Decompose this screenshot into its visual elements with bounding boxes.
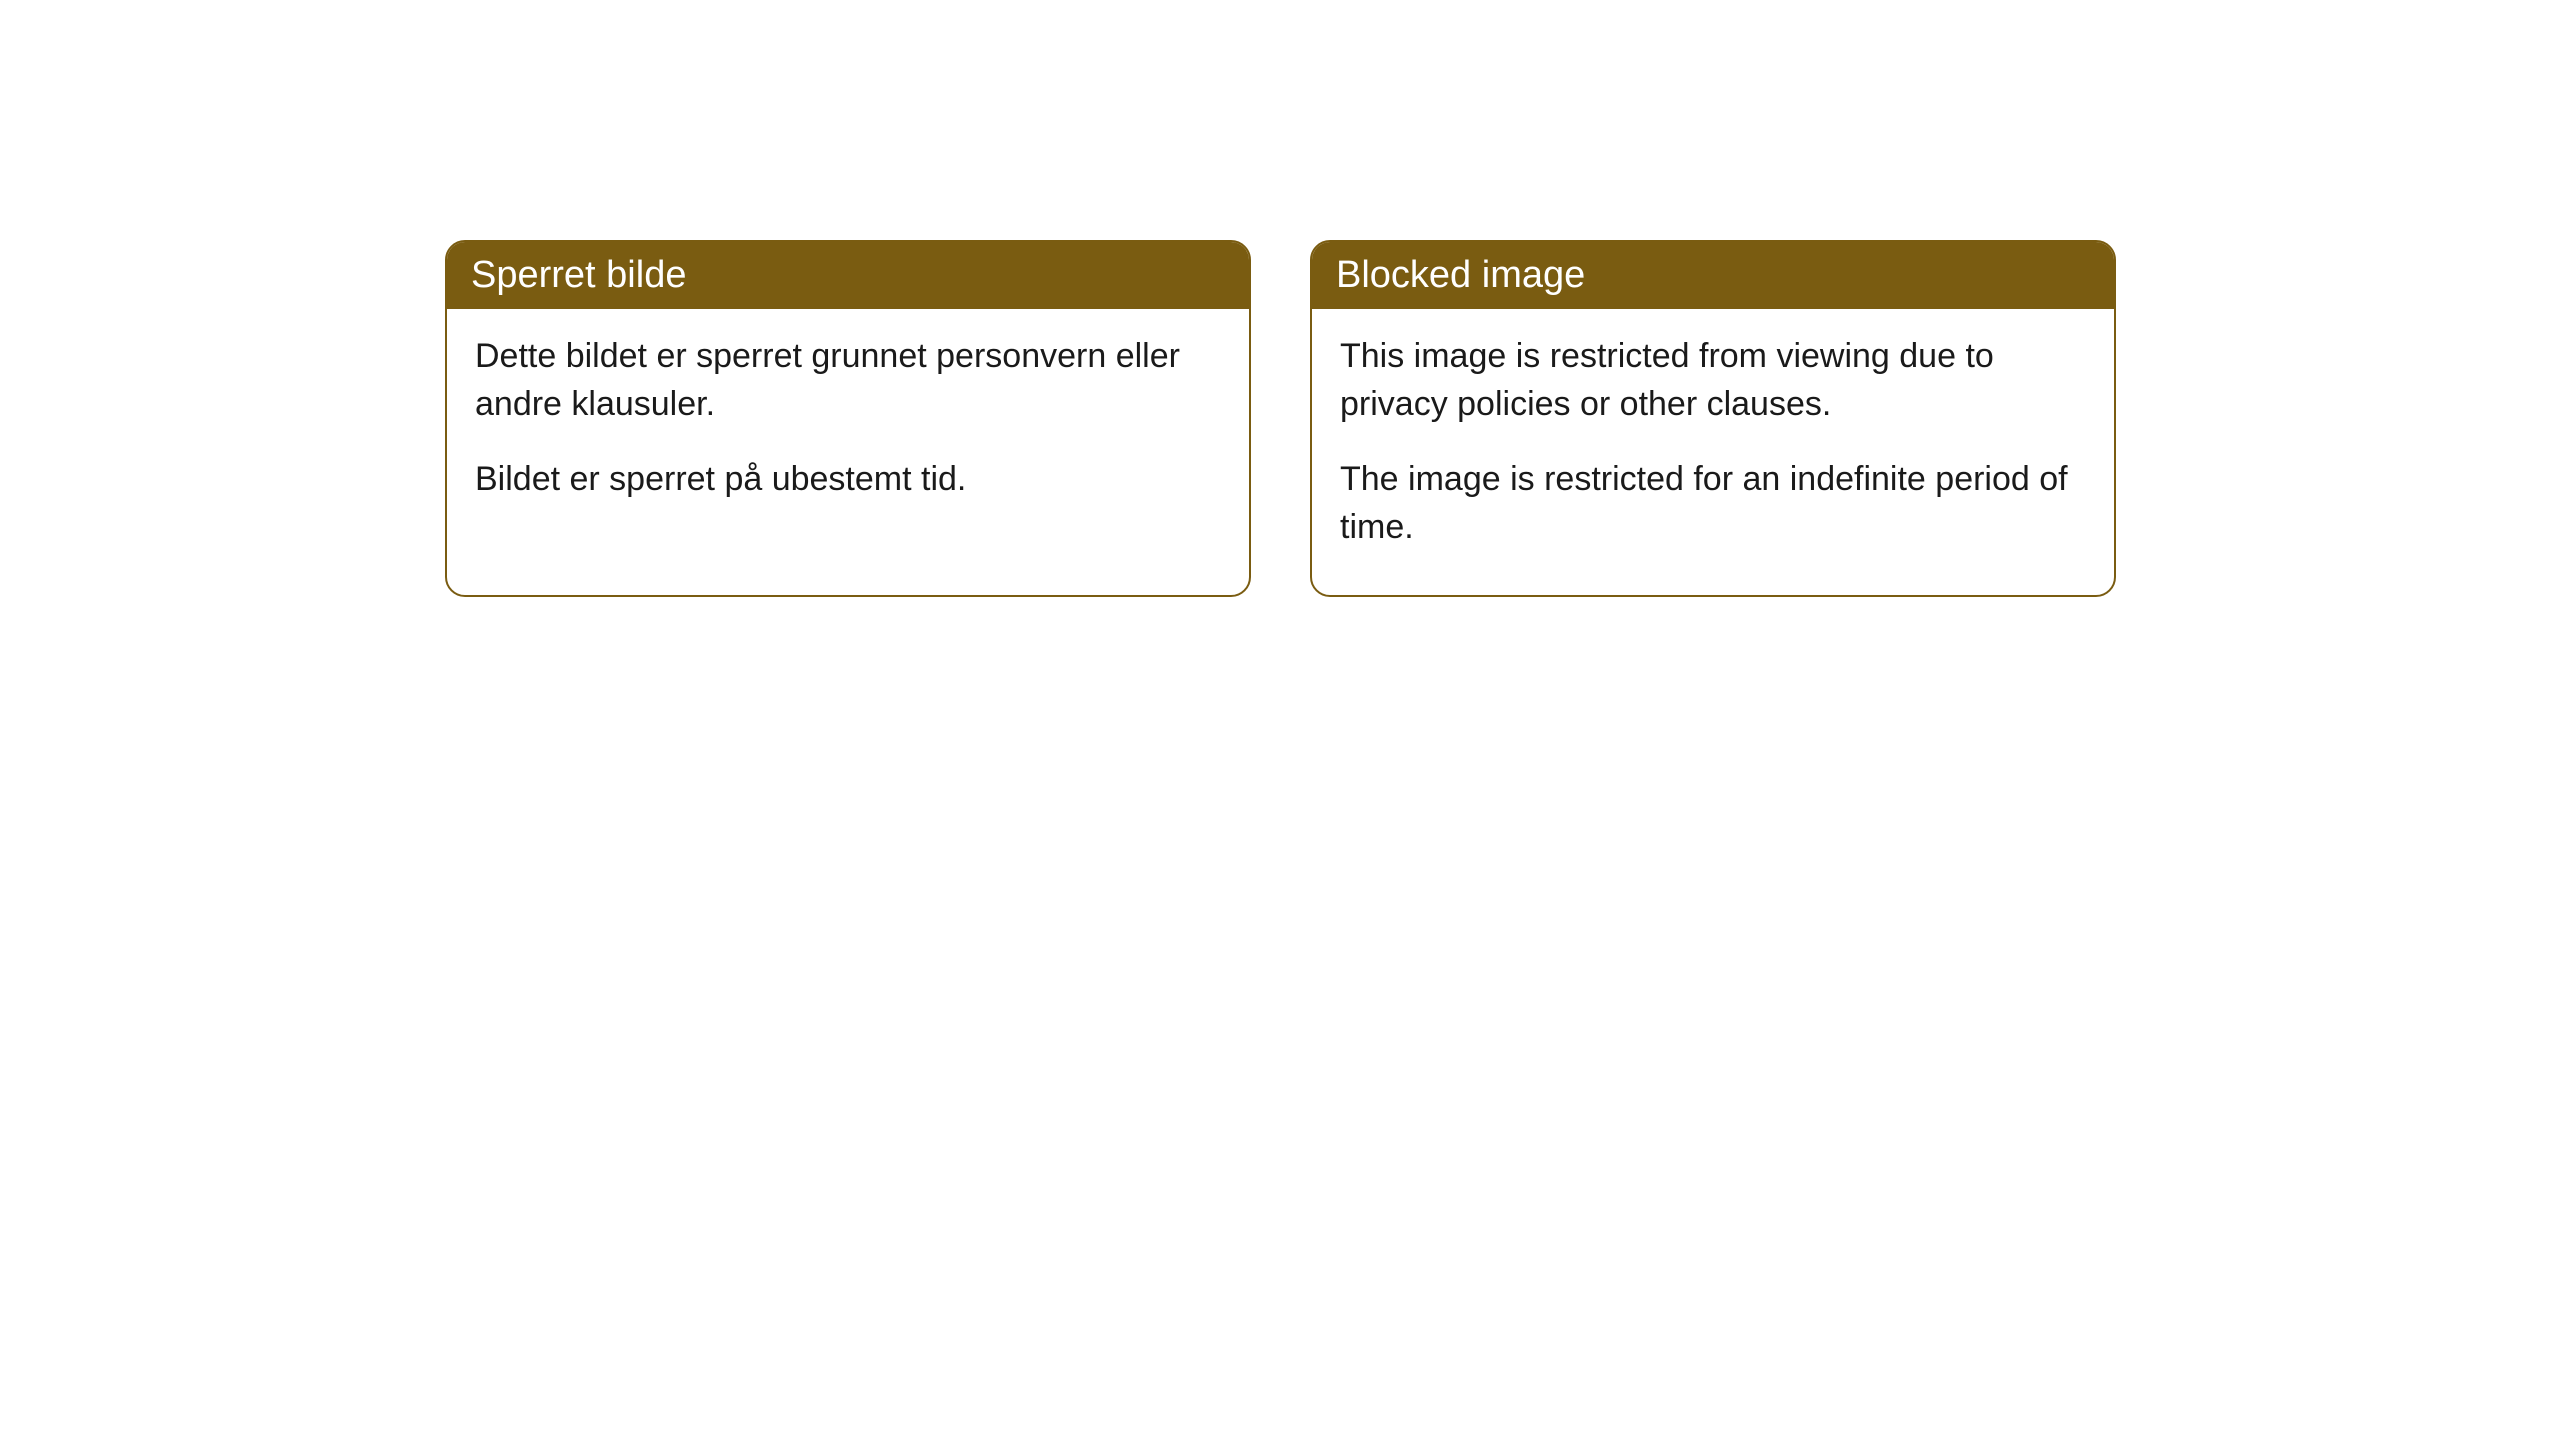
panel-title: Sperret bilde <box>471 254 686 296</box>
panel-paragraph: Dette bildet er sperret grunnet personve… <box>475 333 1221 428</box>
panel-title: Blocked image <box>1336 254 1585 296</box>
panel-header-norwegian: Sperret bilde <box>447 242 1249 309</box>
panel-header-english: Blocked image <box>1312 242 2114 309</box>
notice-container: Sperret bilde Dette bildet er sperret gr… <box>445 240 2116 597</box>
panel-body-norwegian: Dette bildet er sperret grunnet personve… <box>447 309 1249 548</box>
panel-paragraph: This image is restricted from viewing du… <box>1340 333 2086 428</box>
panel-body-english: This image is restricted from viewing du… <box>1312 309 2114 595</box>
notice-panel-english: Blocked image This image is restricted f… <box>1310 240 2116 597</box>
panel-paragraph: The image is restricted for an indefinit… <box>1340 456 2086 551</box>
panel-paragraph: Bildet er sperret på ubestemt tid. <box>475 456 1221 504</box>
notice-panel-norwegian: Sperret bilde Dette bildet er sperret gr… <box>445 240 1251 597</box>
